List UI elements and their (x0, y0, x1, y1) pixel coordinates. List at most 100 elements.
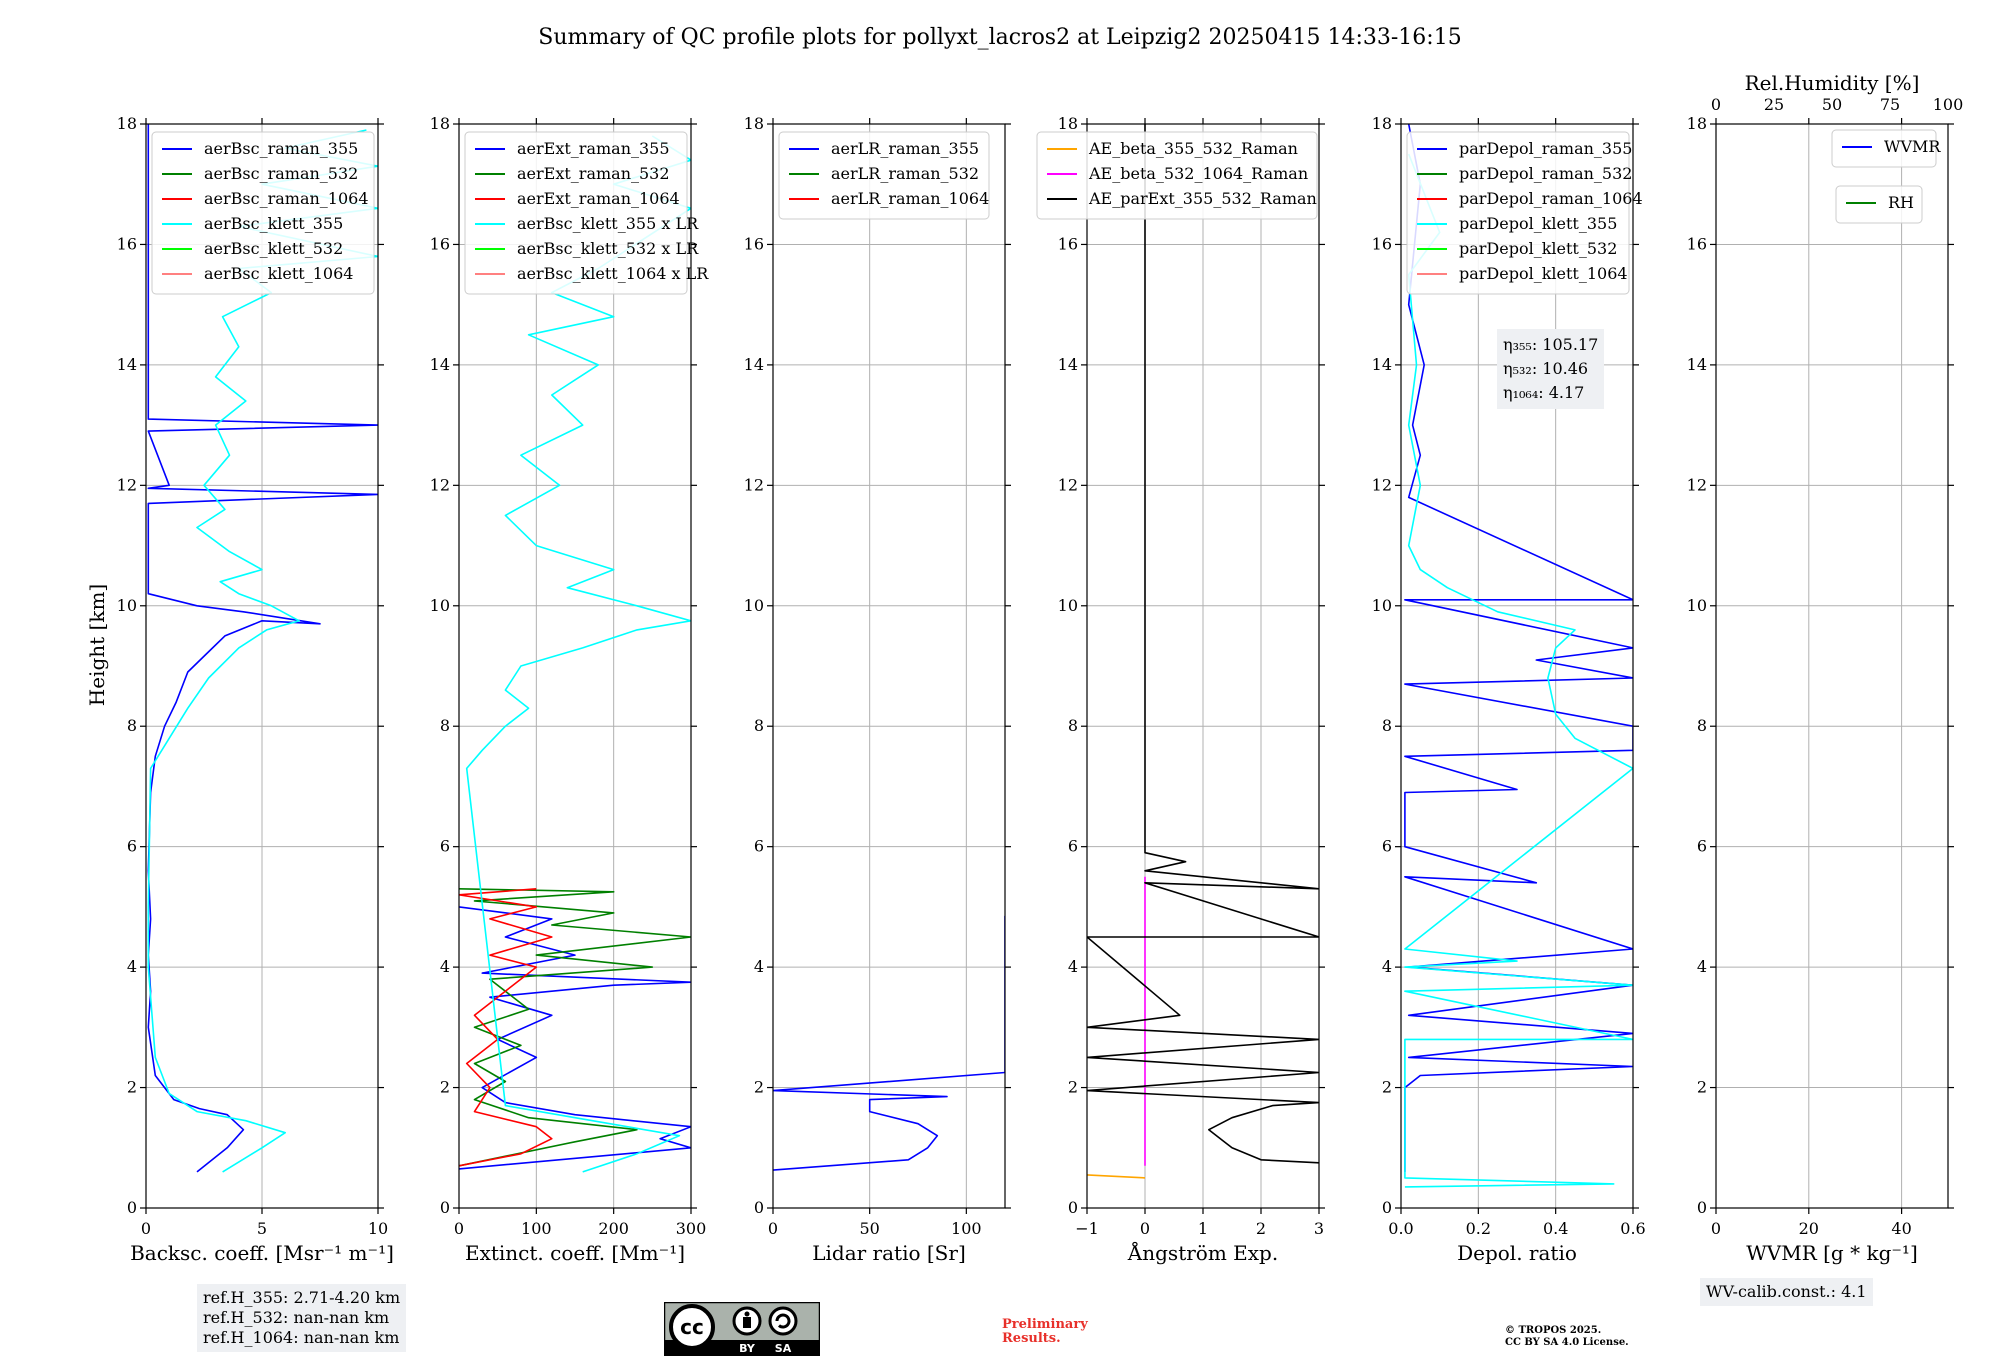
x-axis-label: WVMR [g * kg⁻¹] (1746, 1241, 1918, 1265)
y-tick-label: 18 (1687, 114, 1707, 133)
x-tick-label: 100 (951, 1219, 982, 1238)
legend-entry: aerExt_raman_1064 (517, 189, 680, 208)
x-axis-label: Backsc. coeff. [Msr⁻¹ m⁻¹] (130, 1241, 394, 1265)
top-x-tick-label: 25 (1764, 95, 1784, 114)
figure-title: Summary of QC profile plots for pollyxt_… (538, 25, 1461, 50)
panel-dep: 0 2 4 6 8 10 12 14 16 18 0.0 0.2 0.4 0.6 Depol. ratio p… (1372, 114, 1646, 1265)
y-tick-label: 8 (1068, 716, 1078, 735)
y-tick-label: 8 (440, 716, 450, 735)
y-tick-label: 8 (1382, 716, 1392, 735)
y-tick-label: 6 (1068, 837, 1078, 856)
y-tick-label: 12 (117, 475, 137, 494)
x-axis-label: Extinct. coeff. [Mm⁻¹] (465, 1241, 685, 1265)
y-tick-label: 4 (754, 957, 764, 976)
legend: WVMR (1831, 129, 1941, 168)
legend: aerLR_raman_355 aerLR_raman_532 aerLR_rama… (778, 131, 990, 220)
plot-frame (1715, 123, 1949, 1209)
x-tick-label: 100 (521, 1219, 552, 1238)
legend-entry: aerBsc_raman_532 (204, 164, 358, 183)
y-tick-label: 16 (430, 234, 450, 253)
copyright-line-2: CC BY SA 4.0 License. (1505, 1337, 1629, 1348)
x-tick-label: 2 (1256, 1219, 1266, 1238)
y-tick-label: 12 (744, 475, 764, 494)
y-tick-label: 18 (117, 114, 137, 133)
x-tick-label: 0 (1140, 1219, 1150, 1238)
legend-entry: parDepol_raman_532 (1459, 164, 1632, 183)
y-tick-label: 10 (744, 596, 764, 615)
y-tick-label: 18 (1058, 114, 1078, 133)
legend-frame (778, 131, 990, 220)
y-tick-label: 16 (1058, 234, 1078, 253)
x-tick-label: 20 (1799, 1219, 1819, 1238)
y-tick-label: 10 (117, 596, 137, 615)
legend-entry: aerLR_raman_355 (831, 139, 979, 158)
series-line-AE_beta_355_532_Raman (1087, 1174, 1146, 1179)
top-x-tick-label: 100 (1933, 95, 1964, 114)
plot-frame (1400, 123, 1634, 1209)
preliminary-line-1: Preliminary (1002, 1317, 1088, 1332)
x-tick-label: 0.4 (1543, 1219, 1568, 1238)
top-x-axis-label: Rel.Humidity [%] (1745, 71, 1920, 95)
x-tick-label: 1 (1198, 1219, 1208, 1238)
y-tick-label: 16 (117, 234, 137, 253)
series-group (773, 915, 1005, 1171)
legend-entry: WVMR (1884, 137, 1941, 156)
legend-frame (1831, 129, 1937, 168)
y-tick-label: 2 (1382, 1078, 1392, 1097)
y-tick-label: 2 (754, 1078, 764, 1097)
y-tick-label: 18 (430, 114, 450, 133)
legend-entry: parDepol_klett_355 (1459, 214, 1617, 233)
series-line-aerExt_raman_1064 (459, 888, 553, 1167)
panel-lr: 0 2 4 6 8 10 12 14 16 18 0 50 100 Lidar ratio [Sr] aer… (744, 114, 1011, 1265)
y-tick-label: 14 (1687, 355, 1707, 374)
y-tick-label: 6 (127, 837, 137, 856)
y-tick-label: 12 (1687, 475, 1707, 494)
y-tick-label: 2 (1068, 1078, 1078, 1097)
y-tick-label: 14 (1372, 355, 1392, 374)
cc-logo-by: BY (739, 1342, 756, 1355)
legend-entry: aerLR_raman_532 (831, 164, 979, 183)
wv-calibration-constant: WV-calib.const.: 4.1 (1706, 1282, 1867, 1301)
y-tick-label: 18 (744, 114, 764, 133)
x-axis-label: Depol. ratio (1457, 1241, 1577, 1265)
legend-entry: parDepol_klett_532 (1459, 239, 1617, 258)
eta-355: η₃₅₅: 105.17 (1503, 335, 1599, 354)
y-tick-label: 0 (1068, 1198, 1078, 1217)
legend: parDepol_raman_355 parDepol_raman_532 parD… (1406, 131, 1643, 295)
y-tick-label: 0 (440, 1198, 450, 1217)
legend-entry: aerBsc_raman_355 (204, 139, 358, 158)
y-tick-label: 8 (1697, 716, 1707, 735)
x-tick-label: 50 (859, 1219, 879, 1238)
y-tick-label: 0 (754, 1198, 764, 1217)
y-tick-label: 18 (1372, 114, 1392, 133)
panel-bsc: 0 2 4 6 8 10 12 14 16 18 0 5 10 Backsc. coeff. [Msr⁻¹… (117, 114, 394, 1265)
y-tick-label: 12 (430, 475, 450, 494)
legend-entry: aerBsc_klett_532 (204, 239, 343, 258)
legend-entry: AE_beta_355_532_Raman (1088, 139, 1298, 158)
x-tick-label: 10 (368, 1219, 388, 1238)
y-tick-label: 12 (1058, 475, 1078, 494)
wv-calibration-box: WV-calib.const.: 4.1 (1700, 1278, 1873, 1306)
legend-entry: parDepol_klett_1064 (1459, 264, 1628, 283)
legend-frame (1036, 131, 1318, 220)
y-tick-label: 0 (1697, 1198, 1707, 1217)
ref-height-355: ref.H_355: 2.71-4.20 km (203, 1288, 401, 1307)
plot-frame (458, 123, 692, 1209)
eta-1064: η₁₀₆₄: 4.17 (1503, 383, 1585, 402)
y-tick-label: 4 (1068, 957, 1078, 976)
y-tick-label: 6 (1382, 837, 1392, 856)
legend-entry: aerBsc_klett_532 x LR (517, 239, 699, 258)
series-line-parDepol_klett_355 (1404, 153, 1633, 1188)
x-axis-label: Lidar ratio [Sr] (812, 1241, 966, 1265)
y-tick-label: 8 (754, 716, 764, 735)
preliminary-line-2: Results. (1002, 1331, 1061, 1346)
y-tick-label: 0 (1382, 1198, 1392, 1217)
ref-height-532: ref.H_532: nan-nan km (203, 1308, 390, 1327)
cc-by-sa-logo: cc BY SA (664, 1302, 820, 1356)
x-tick-label: 0.6 (1620, 1219, 1645, 1238)
y-tick-label: 4 (1382, 957, 1392, 976)
y-tick-label: 0 (127, 1198, 137, 1217)
x-tick-label: 0 (454, 1219, 464, 1238)
panel-ext: 0 2 4 6 8 10 12 14 16 18 0 100 200 300 Extinct. coeff.… (430, 114, 710, 1265)
